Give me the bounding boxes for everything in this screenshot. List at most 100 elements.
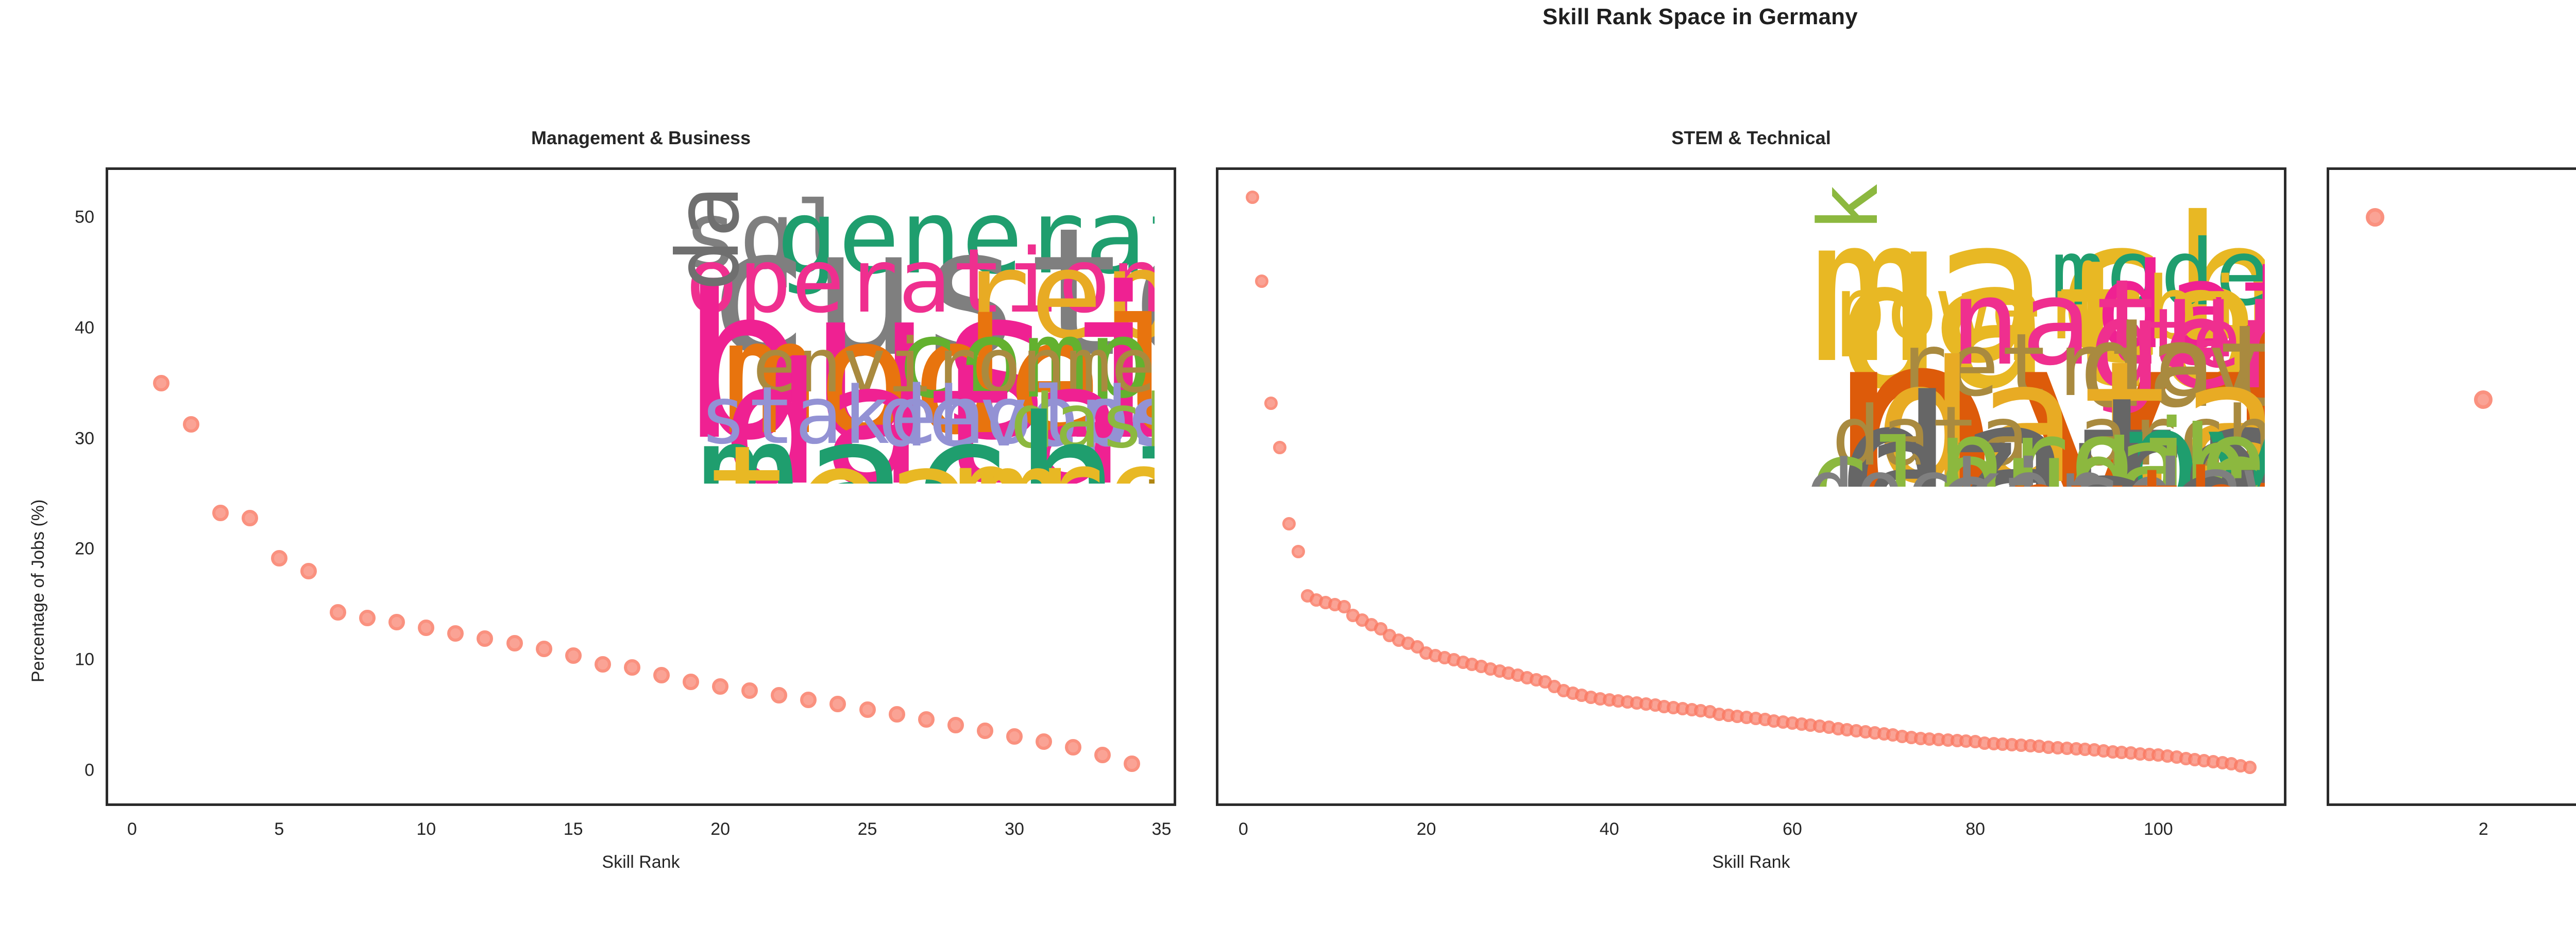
y-tick-label: 10 bbox=[75, 649, 94, 670]
data-point bbox=[2366, 208, 2385, 227]
wordcloud-word: operational incident response bbox=[685, 230, 1155, 333]
data-point bbox=[388, 614, 405, 631]
data-point bbox=[1094, 747, 1111, 764]
y-tick-label: 20 bbox=[75, 539, 94, 559]
wordcloud-word: sql bbox=[2048, 424, 2265, 487]
data-point bbox=[1282, 517, 1296, 530]
wordcloud-word: data center operations bbox=[721, 327, 1155, 484]
data-point bbox=[1392, 633, 1406, 647]
data-point bbox=[800, 691, 817, 708]
wordcloud-word: problem solving bbox=[947, 429, 1155, 484]
x-tick-label: 15 bbox=[563, 819, 583, 839]
wordcloud-word: python programming bbox=[2006, 456, 2265, 487]
axes-frame bbox=[106, 167, 1176, 806]
wordcloud-word: natural language processing bbox=[1949, 254, 2265, 392]
wordcloud-word: data analysis bbox=[1836, 355, 2265, 487]
scatter-plot-area bbox=[1216, 167, 2286, 806]
figure-suptitle: Skill Rank Space in Germany bbox=[1543, 4, 1858, 29]
data-point bbox=[888, 706, 905, 723]
panel-title: STEM & Technical bbox=[1671, 127, 1831, 148]
data-point bbox=[947, 717, 964, 734]
wordcloud-word: environmental compliance bbox=[752, 322, 1155, 409]
x-tick-label: 80 bbox=[1965, 819, 1986, 839]
wordcloud-word: business intelligence bbox=[680, 242, 1155, 484]
data-point bbox=[829, 696, 846, 713]
y-tick-label: 0 bbox=[84, 760, 94, 780]
panel-management-business: Management & Business sqlgenerative aicu… bbox=[28, 127, 1176, 872]
wordcloud-word: python bbox=[1822, 258, 2265, 487]
x-tick-label: 100 bbox=[2143, 819, 2173, 839]
data-point bbox=[594, 656, 611, 673]
wordcloud-word: cicd bbox=[1933, 447, 2185, 487]
wordcloud-word: dashboard development bbox=[1010, 378, 1155, 465]
data-point bbox=[1036, 733, 1053, 750]
data-point bbox=[2243, 760, 2257, 774]
x-tick-label: 40 bbox=[1599, 819, 1619, 839]
x-tick-label: 0 bbox=[1238, 819, 1248, 839]
wordcloud-word: ab testing bbox=[2116, 402, 2265, 487]
data-point bbox=[506, 635, 523, 652]
data-point bbox=[300, 563, 317, 580]
wordcloud-word: data engineering bbox=[1874, 325, 2265, 487]
panel-service-logistics: Service & Logistics machine learningclin… bbox=[2327, 167, 2576, 839]
wordcloud-word: docker bbox=[1806, 450, 2102, 487]
x-axis-label: Skill Rank bbox=[2327, 852, 2576, 872]
x-axis-label: Skill Rank bbox=[602, 852, 680, 872]
data-point bbox=[212, 504, 229, 521]
x-tick-label: 10 bbox=[416, 819, 436, 839]
x-tick-label: 20 bbox=[710, 819, 731, 839]
wordcloud-word: customer service bbox=[704, 189, 1155, 396]
y-tick-label: 50 bbox=[75, 207, 94, 227]
data-point bbox=[1273, 440, 1287, 454]
y-tick-label: 30 bbox=[75, 428, 94, 449]
data-point bbox=[623, 659, 640, 676]
wordcloud-word: model deployment bbox=[2050, 220, 2265, 327]
wordcloud-word: sql bbox=[683, 183, 851, 290]
wordcloud-word: team leadership bbox=[704, 426, 1155, 484]
wordcloud-word: data analytics bbox=[2079, 300, 2265, 433]
x-tick-label: 25 bbox=[857, 819, 877, 839]
data-point bbox=[153, 375, 170, 392]
axes-frame bbox=[2327, 167, 2576, 806]
data-point bbox=[712, 678, 729, 695]
data-point bbox=[1246, 191, 1260, 204]
scatter-plot-area bbox=[106, 167, 1176, 806]
data-point bbox=[683, 674, 700, 691]
x-tick-label: 30 bbox=[1005, 819, 1024, 839]
data-point bbox=[1291, 544, 1305, 558]
data-point bbox=[1124, 756, 1141, 772]
panel-title: Service & Logistics bbox=[2327, 127, 2576, 149]
data-point bbox=[771, 687, 788, 704]
panel-title: Management & Business bbox=[531, 127, 751, 148]
data-point bbox=[418, 620, 435, 636]
x-tick-label: 60 bbox=[1783, 819, 1802, 839]
wordcloud-word: data architecture bbox=[1832, 389, 2265, 485]
data-point bbox=[1065, 739, 1082, 756]
wordcloud-word: generative ai bbox=[776, 183, 1155, 297]
scatter-plot-area bbox=[2327, 167, 2576, 806]
x-tick-label: 5 bbox=[274, 819, 284, 839]
data-point bbox=[976, 722, 993, 739]
wordcloud-word: computer vision bbox=[894, 297, 1155, 422]
wordcloud-word: project management bbox=[1937, 396, 2265, 487]
wordcloud: machine learningmodel deploymentkubernet… bbox=[1794, 180, 2265, 487]
wordcloud-word: retrievalaugmented generation rag bbox=[1895, 315, 2265, 416]
wordcloud-word: devops bbox=[877, 368, 1155, 466]
wordcloud-word: pytorch bbox=[2116, 378, 2265, 487]
wordcloud-word: generative ai bbox=[2088, 274, 2265, 417]
wordcloud-word: power bi bbox=[1834, 258, 2250, 359]
wordcloud-word: cloud computing bbox=[1805, 416, 2265, 487]
wordcloud-word: project management bbox=[680, 461, 1155, 484]
wordcloud: sqlgenerative aicustomer serviceoperatio… bbox=[673, 183, 1155, 484]
axes-frame bbox=[1216, 167, 2286, 806]
data-point bbox=[918, 711, 935, 728]
wordcloud-word: aws bbox=[2190, 443, 2265, 487]
data-point bbox=[447, 625, 464, 642]
data-point bbox=[270, 550, 287, 566]
data-point bbox=[741, 682, 758, 699]
wordcloud-word: data analytics bbox=[673, 183, 758, 291]
data-point bbox=[653, 667, 670, 684]
data-point bbox=[535, 640, 552, 657]
wordcloud-word: tensorflow bbox=[2142, 291, 2265, 386]
